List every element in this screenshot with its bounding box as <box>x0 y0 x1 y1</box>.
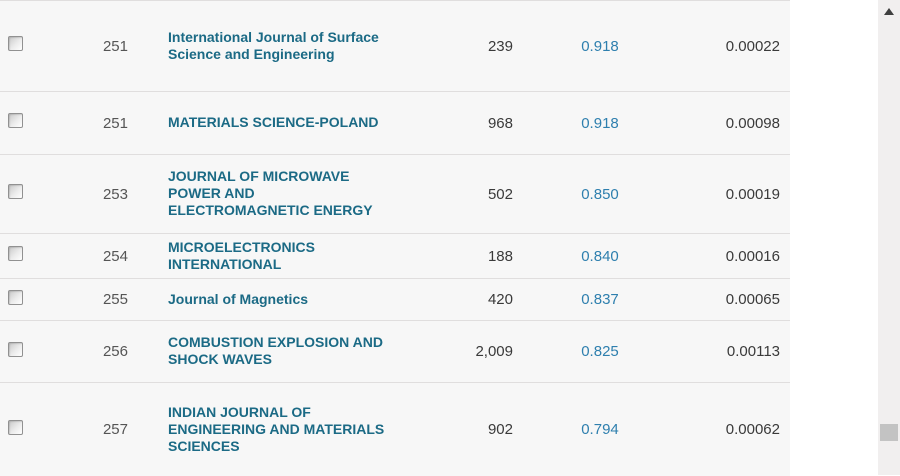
journal-title-link[interactable]: INDIAN JOURNAL OF ENGINEERING AND MATERI… <box>168 403 385 454</box>
journal-title-link[interactable]: MICROELECTRONICS INTERNATIONAL <box>168 238 315 272</box>
impact-factor-link[interactable]: 0.837 <box>581 291 619 308</box>
select-journal-checkbox[interactable] <box>8 184 23 199</box>
select-cell <box>0 184 34 204</box>
journal-title-cell: Journal of Magnetics <box>128 291 400 309</box>
journal-title-link[interactable]: Journal of Magnetics <box>168 290 309 307</box>
select-journal-checkbox[interactable] <box>8 36 23 51</box>
select-cell <box>0 36 34 56</box>
total-cites-value: 239 <box>487 37 513 55</box>
journal-title-cell: COMBUSTION EXPLOSION AND SHOCK WAVES <box>128 334 400 369</box>
impact-factor-cell: 0.825 <box>513 343 687 360</box>
eigenfactor-value: 0.00065 <box>725 291 780 308</box>
impact-factor-link[interactable]: 0.794 <box>581 421 619 438</box>
total-cites-value: 502 <box>487 185 513 203</box>
select-journal-checkbox[interactable] <box>8 246 23 261</box>
impact-factor-cell: 0.794 <box>513 421 687 438</box>
journal-table-row: 253 JOURNAL OF MICROWAVE POWER AND ELECT… <box>0 155 790 234</box>
total-cites-value: 420 <box>487 291 513 308</box>
journal-table-row: 254 MICROELECTRONICS INTERNATIONAL 188 0… <box>0 234 790 279</box>
journal-rank: 255 <box>102 291 128 308</box>
total-cites-value: 902 <box>487 421 513 438</box>
impact-factor-link[interactable]: 0.850 <box>581 185 619 203</box>
total-cites-value: 188 <box>487 247 513 265</box>
impact-factor-cell: 0.850 <box>513 186 687 203</box>
impact-factor-cell: 0.918 <box>513 38 687 55</box>
journal-rank: 251 <box>102 37 128 55</box>
right-gutter <box>790 0 878 475</box>
eigenfactor-value: 0.00022 <box>725 37 780 55</box>
journal-table-row: 255 Journal of Magnetics 420 0.837 0.000… <box>0 279 790 321</box>
journal-table-row: 256 COMBUSTION EXPLOSION AND SHOCK WAVES… <box>0 321 790 383</box>
eigenfactor-value: 0.00062 <box>725 421 780 438</box>
impact-factor-link[interactable]: 0.918 <box>581 37 619 55</box>
journal-rank: 251 <box>102 114 128 132</box>
select-cell <box>0 341 34 362</box>
journal-title-link[interactable]: JOURNAL OF MICROWAVE POWER AND ELECTROMA… <box>168 168 373 218</box>
total-cites-value: 2,009 <box>475 343 513 360</box>
journal-table-row: 257 INDIAN JOURNAL OF ENGINEERING AND MA… <box>0 383 790 476</box>
vertical-scrollbar[interactable] <box>878 0 900 475</box>
journal-rank: 254 <box>102 247 128 265</box>
impact-factor-link[interactable]: 0.840 <box>581 247 619 265</box>
eigenfactor-value: 0.00016 <box>725 247 780 265</box>
journal-title-link[interactable]: COMBUSTION EXPLOSION AND SHOCK WAVES <box>168 334 383 367</box>
impact-factor-cell: 0.840 <box>513 248 687 265</box>
journal-title-cell: MATERIALS SCIENCE-POLAND <box>128 114 400 132</box>
impact-factor-link[interactable]: 0.918 <box>581 114 619 132</box>
eigenfactor-value: 0.00019 <box>725 185 780 203</box>
journal-title-link[interactable]: MATERIALS SCIENCE-POLAND <box>168 114 379 130</box>
select-journal-checkbox[interactable] <box>8 289 23 305</box>
journal-rank: 257 <box>102 421 128 438</box>
eigenfactor-value: 0.00113 <box>726 343 780 360</box>
journal-title-cell: JOURNAL OF MICROWAVE POWER AND ELECTROMA… <box>128 168 400 220</box>
impact-factor-cell: 0.837 <box>513 291 687 308</box>
select-journal-checkbox[interactable] <box>8 341 23 357</box>
total-cites-value: 968 <box>487 114 513 132</box>
scrollbar-thumb[interactable] <box>880 424 898 441</box>
journal-table-row: 251 MATERIALS SCIENCE-POLAND 968 0.918 0… <box>0 92 790 155</box>
select-cell <box>0 246 34 266</box>
select-journal-checkbox[interactable] <box>8 419 23 435</box>
journal-rank: 256 <box>102 343 128 360</box>
impact-factor-link[interactable]: 0.825 <box>581 343 619 360</box>
journal-rank: 253 <box>102 185 128 203</box>
journal-title-cell: INDIAN JOURNAL OF ENGINEERING AND MATERI… <box>128 404 400 456</box>
journal-rank-table: 251 International Journal of Surface Sci… <box>0 0 790 476</box>
select-journal-checkbox[interactable] <box>8 113 23 128</box>
journal-title-cell: MICROELECTRONICS INTERNATIONAL <box>128 239 400 274</box>
impact-factor-cell: 0.918 <box>513 115 687 132</box>
eigenfactor-value: 0.00098 <box>725 114 780 132</box>
select-cell <box>0 419 34 440</box>
journal-title-cell: International Journal of Surface Science… <box>128 29 400 64</box>
journal-table-row: 251 International Journal of Surface Sci… <box>0 1 790 92</box>
journal-title-link[interactable]: International Journal of Surface Science… <box>168 28 379 62</box>
scroll-up-icon[interactable] <box>884 8 894 15</box>
select-cell <box>0 289 34 310</box>
select-cell <box>0 113 34 133</box>
